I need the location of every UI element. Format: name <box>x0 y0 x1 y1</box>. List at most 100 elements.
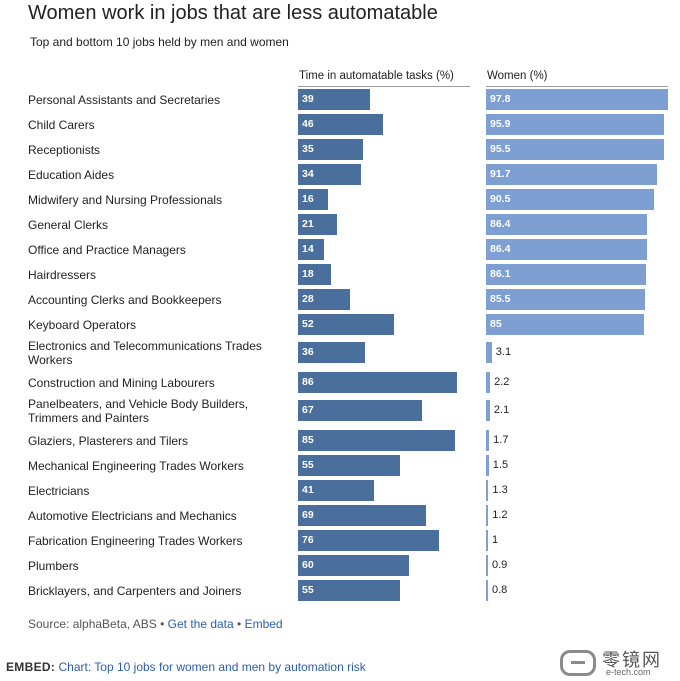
women-bar <box>486 89 668 110</box>
women-bar <box>486 555 488 576</box>
women-bar <box>486 400 490 421</box>
automation-bar <box>298 480 374 501</box>
logo-frame-icon <box>560 650 596 676</box>
automation-value-label: 36 <box>302 346 314 358</box>
automation-bar <box>298 400 422 421</box>
automation-value-label: 86 <box>302 376 314 388</box>
women-bar <box>486 139 664 160</box>
row-label: Office and Practice Managers <box>28 242 186 257</box>
women-bar <box>486 214 647 235</box>
automation-value-label: 16 <box>302 193 314 205</box>
women-value-label: 85 <box>490 318 502 330</box>
embed-key: EMBED: <box>6 660 56 674</box>
automation-bar <box>298 430 456 451</box>
automation-value-label: 69 <box>302 509 314 521</box>
automation-column-header: Time in automatable tasks (%) <box>299 70 454 82</box>
watermark-cn: 零镜网 <box>602 650 662 671</box>
automation-bar <box>298 530 439 551</box>
automation-bar <box>298 580 400 601</box>
women-value-label: 86.1 <box>490 268 511 280</box>
women-value-label: 95.9 <box>490 118 511 130</box>
automation-bar <box>298 264 332 285</box>
women-bar <box>486 372 491 393</box>
women-bar <box>486 314 645 335</box>
automation-value-label: 34 <box>302 168 314 180</box>
embed-line: EMBED: Chart: Top 10 jobs for women and … <box>6 660 366 674</box>
row-label: Construction and Mining Labourers <box>28 375 215 390</box>
women-value-label: 1.3 <box>492 484 508 496</box>
logo-dash-icon <box>571 661 585 664</box>
women-value-label: 1.7 <box>493 434 509 446</box>
automation-value-label: 14 <box>302 243 314 255</box>
watermark-en: e-tech.com <box>606 667 651 677</box>
automation-bar <box>298 372 458 393</box>
row-label: Bricklayers, and Carpenters and Joiners <box>28 583 242 598</box>
women-bar <box>486 342 492 363</box>
automation-bar <box>298 505 426 526</box>
automation-bar <box>298 342 365 363</box>
row-label: Accounting Clerks and Bookkeepers <box>28 292 222 307</box>
embed-chart-prefix[interactable]: Chart: <box>58 660 92 674</box>
automation-value-label: 46 <box>302 118 314 130</box>
automation-value-label: 39 <box>302 93 314 105</box>
women-column-header: Women (%) <box>487 70 548 82</box>
row-label: Electronics and Telecommunications Trade… <box>28 338 262 367</box>
women-bar <box>486 189 655 210</box>
women-bar <box>486 114 665 135</box>
automation-value-label: 76 <box>302 534 314 546</box>
women-bar <box>486 505 489 526</box>
chart-title: Women work in jobs that are less automat… <box>28 2 438 24</box>
women-value-label: 2.2 <box>494 376 510 388</box>
automation-value-label: 18 <box>302 268 314 280</box>
automation-bar <box>298 189 328 210</box>
row-label: Fabrication Engineering Trades Workers <box>28 533 243 548</box>
source-separator: • <box>233 617 245 631</box>
automation-value-label: 55 <box>302 584 314 596</box>
row-label: Personal Assistants and Secretaries <box>28 92 221 107</box>
get-data-link[interactable]: Get the data <box>167 617 234 631</box>
source-line: Source: alphaBeta, ABS • Get the data • … <box>28 617 283 631</box>
women-value-label: 1.2 <box>492 509 508 521</box>
women-bar <box>486 264 647 285</box>
women-bar <box>486 164 657 185</box>
row-label: Electricians <box>28 483 90 498</box>
automation-bar <box>298 555 409 576</box>
row-label: Education Aides <box>28 167 115 182</box>
women-value-label: 1.5 <box>492 459 509 471</box>
automation-bar <box>298 214 337 235</box>
automation-value-label: 55 <box>302 459 314 471</box>
women-bar <box>486 580 488 601</box>
automation-value-label: 85 <box>302 434 314 446</box>
women-header-divider <box>486 86 668 87</box>
automation-bar <box>298 139 363 160</box>
watermark-logo: 零镜网 e-tech.com <box>556 646 680 680</box>
row-label: Glaziers, Plasterers and Tilers <box>28 433 189 448</box>
women-bar <box>486 430 490 451</box>
women-value-label: 0.8 <box>492 584 508 596</box>
automation-bar <box>298 314 395 335</box>
women-value-label: 3.1 <box>495 346 512 358</box>
automation-value-label: 52 <box>302 318 314 330</box>
row-label: Panelbeaters, and Vehicle Body Builders,… <box>28 396 249 425</box>
automation-value-label: 21 <box>302 218 314 230</box>
automation-bar <box>298 89 371 110</box>
women-value-label: 0.9 <box>492 559 508 571</box>
women-bar <box>486 239 647 260</box>
women-value-label: 97.8 <box>490 93 511 105</box>
row-label: Keyboard Operators <box>28 317 137 332</box>
source-text: Source: alphaBeta, ABS <box>28 617 157 631</box>
automation-value-label: 35 <box>302 143 314 155</box>
row-label: Automotive Electricians and Mechanics <box>28 508 237 523</box>
women-bar <box>486 530 488 551</box>
row-label: Hairdressers <box>28 267 97 282</box>
automation-value-label: 67 <box>302 404 314 416</box>
embed-link[interactable]: Embed <box>244 617 283 631</box>
women-value-label: 91.7 <box>490 168 511 180</box>
women-bar <box>486 480 489 501</box>
automation-bar <box>298 455 400 476</box>
women-value-label: 90.5 <box>490 193 511 205</box>
automation-bar <box>298 164 361 185</box>
embed-chart-link[interactable]: Top 10 jobs for women and men by automat… <box>94 660 366 674</box>
women-value-label: 2.1 <box>493 404 510 416</box>
row-label: Plumbers <box>28 558 79 573</box>
